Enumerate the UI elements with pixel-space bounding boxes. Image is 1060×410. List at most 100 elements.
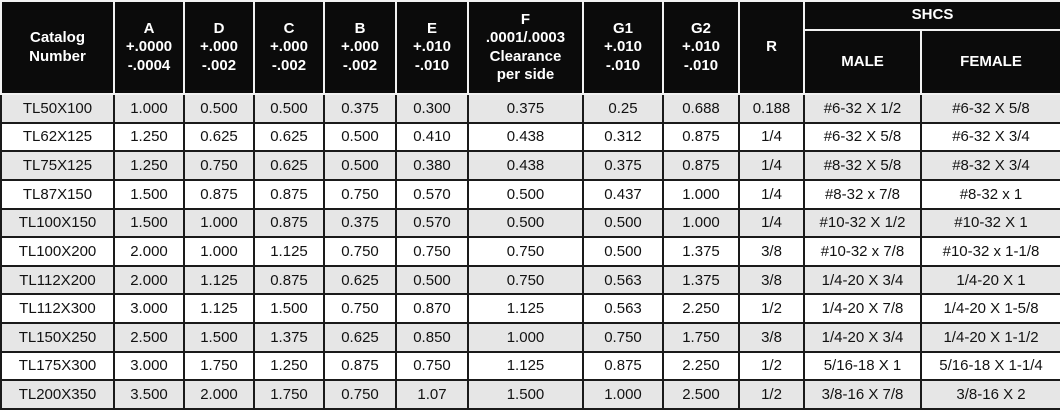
cell-d: 0.875 xyxy=(183,178,255,210)
cell-g2: 0.875 xyxy=(662,121,740,153)
cell-r: 1/2 xyxy=(738,379,805,410)
cell-catalog: TL112X200 xyxy=(0,264,115,296)
cell-e: 0.570 xyxy=(395,178,469,210)
cell-r: 1/4 xyxy=(738,121,805,153)
cell-d: 1.000 xyxy=(183,236,255,267)
cell-b: 0.625 xyxy=(323,322,397,353)
cell-a: 1.250 xyxy=(113,150,185,181)
cell-b: 0.750 xyxy=(323,236,397,267)
cell-d: 0.625 xyxy=(183,121,255,153)
cell-e: 0.300 xyxy=(395,93,469,124)
cell-r: 3/8 xyxy=(738,236,805,267)
cell-b: 0.375 xyxy=(323,93,397,124)
cell-e: 0.750 xyxy=(395,350,469,382)
cell-g1: 0.312 xyxy=(582,121,664,153)
table-row: TL175X300 3.000 1.750 1.250 0.875 0.750 1.125 0… xyxy=(0,350,1060,382)
cell-e: 0.870 xyxy=(395,293,469,324)
cell-f: 0.438 xyxy=(467,150,584,181)
table-row: TL75X125 1.250 0.750 0.625 0.500 0.380 0.438 0.… xyxy=(0,150,1060,181)
table-row: TL112X300 3.000 1.125 1.500 0.750 0.870 1.125 0… xyxy=(0,293,1060,324)
cell-g1: 0.500 xyxy=(582,236,664,267)
cell-b: 0.750 xyxy=(323,379,397,410)
cell-shcs-female: 3/8-16 X 2 xyxy=(920,379,1060,410)
cell-c: 1.125 xyxy=(253,236,325,267)
col-header-d: D +.000 -.002 xyxy=(183,0,255,95)
table-header: Catalog Number A +.0000 -.0004 D +.000 -.002 … xyxy=(0,0,1060,95)
cell-c: 1.375 xyxy=(253,322,325,353)
cell-g2: 1.375 xyxy=(662,264,740,296)
cell-f: 0.438 xyxy=(467,121,584,153)
cell-catalog: TL62X125 xyxy=(0,121,115,153)
cell-g2: 1.000 xyxy=(662,207,740,239)
cell-r: 3/8 xyxy=(738,322,805,353)
cell-g2: 1.750 xyxy=(662,322,740,353)
cell-g1: 0.563 xyxy=(582,264,664,296)
cell-d: 1.125 xyxy=(183,293,255,324)
cell-shcs-male: #6-32 X 1/2 xyxy=(803,93,922,124)
cell-catalog: TL200X350 xyxy=(0,379,115,410)
cell-a: 3.500 xyxy=(113,379,185,410)
cell-c: 0.875 xyxy=(253,264,325,296)
cell-b: 0.625 xyxy=(323,264,397,296)
cell-b: 0.375 xyxy=(323,207,397,239)
col-header-f-clearance: F .0001/.0003 Clearance per side xyxy=(467,0,584,95)
cell-g1: 0.500 xyxy=(582,207,664,239)
cell-d: 0.500 xyxy=(183,93,255,124)
cell-a: 3.000 xyxy=(113,293,185,324)
cell-shcs-male: 1/4-20 X 7/8 xyxy=(803,293,922,324)
cell-catalog: TL112X300 xyxy=(0,293,115,324)
cell-f: 1.125 xyxy=(467,293,584,324)
cell-g1: 0.25 xyxy=(582,93,664,124)
cell-g2: 1.375 xyxy=(662,236,740,267)
cell-r: 3/8 xyxy=(738,264,805,296)
cell-a: 1.000 xyxy=(113,93,185,124)
cell-e: 0.750 xyxy=(395,236,469,267)
cell-c: 1.500 xyxy=(253,293,325,324)
cell-c: 0.500 xyxy=(253,93,325,124)
cell-c: 0.625 xyxy=(253,150,325,181)
cell-shcs-female: #8-32 x 1 xyxy=(920,178,1060,210)
cell-shcs-male: 3/8-16 X 7/8 xyxy=(803,379,922,410)
cell-shcs-female: 1/4-20 X 1-1/2 xyxy=(920,322,1060,353)
cell-g1: 0.563 xyxy=(582,293,664,324)
table-row: TL112X200 2.000 1.125 0.875 0.625 0.500 0.750 0… xyxy=(0,264,1060,296)
cell-a: 2.500 xyxy=(113,322,185,353)
table-row: TL62X125 1.250 0.625 0.625 0.500 0.410 0.438 0.… xyxy=(0,121,1060,153)
cell-c: 0.875 xyxy=(253,207,325,239)
cell-g1: 0.875 xyxy=(582,350,664,382)
col-header-b: B +.000 -.002 xyxy=(323,0,397,95)
cell-shcs-male: #8-32 x 7/8 xyxy=(803,178,922,210)
cell-shcs-male: #10-32 X 1/2 xyxy=(803,207,922,239)
cell-catalog: TL75X125 xyxy=(0,150,115,181)
cell-shcs-male: 5/16-18 X 1 xyxy=(803,350,922,382)
cell-r: 1/4 xyxy=(738,178,805,210)
cell-b: 0.875 xyxy=(323,350,397,382)
col-header-a: A +.0000 -.0004 xyxy=(113,0,185,95)
cell-f: 0.500 xyxy=(467,178,584,210)
cell-f: 1.500 xyxy=(467,379,584,410)
cell-a: 1.500 xyxy=(113,207,185,239)
cell-d: 1.125 xyxy=(183,264,255,296)
cell-f: 0.750 xyxy=(467,236,584,267)
cell-e: 1.07 xyxy=(395,379,469,410)
cell-catalog: TL150X250 xyxy=(0,322,115,353)
cell-g1: 1.000 xyxy=(582,379,664,410)
table-row: TL150X250 2.500 1.500 1.375 0.625 0.850 1.000 0… xyxy=(0,322,1060,353)
col-header-catalog-number: Catalog Number xyxy=(0,0,115,95)
cell-shcs-female: #8-32 X 3/4 xyxy=(920,150,1060,181)
cell-g1: 0.750 xyxy=(582,322,664,353)
cell-catalog: TL50X100 xyxy=(0,93,115,124)
cell-g2: 0.875 xyxy=(662,150,740,181)
cell-a: 3.000 xyxy=(113,350,185,382)
cell-e: 0.570 xyxy=(395,207,469,239)
cell-shcs-female: 5/16-18 X 1-1/4 xyxy=(920,350,1060,382)
cell-f: 1.000 xyxy=(467,322,584,353)
cell-shcs-male: 1/4-20 X 3/4 xyxy=(803,264,922,296)
cell-catalog: TL175X300 xyxy=(0,350,115,382)
cell-e: 0.850 xyxy=(395,322,469,353)
cell-c: 0.875 xyxy=(253,178,325,210)
cell-r: 0.188 xyxy=(738,93,805,124)
table-row: TL200X350 3.500 2.000 1.750 0.750 1.07 1.500 1.… xyxy=(0,379,1060,410)
cell-b: 0.500 xyxy=(323,121,397,153)
